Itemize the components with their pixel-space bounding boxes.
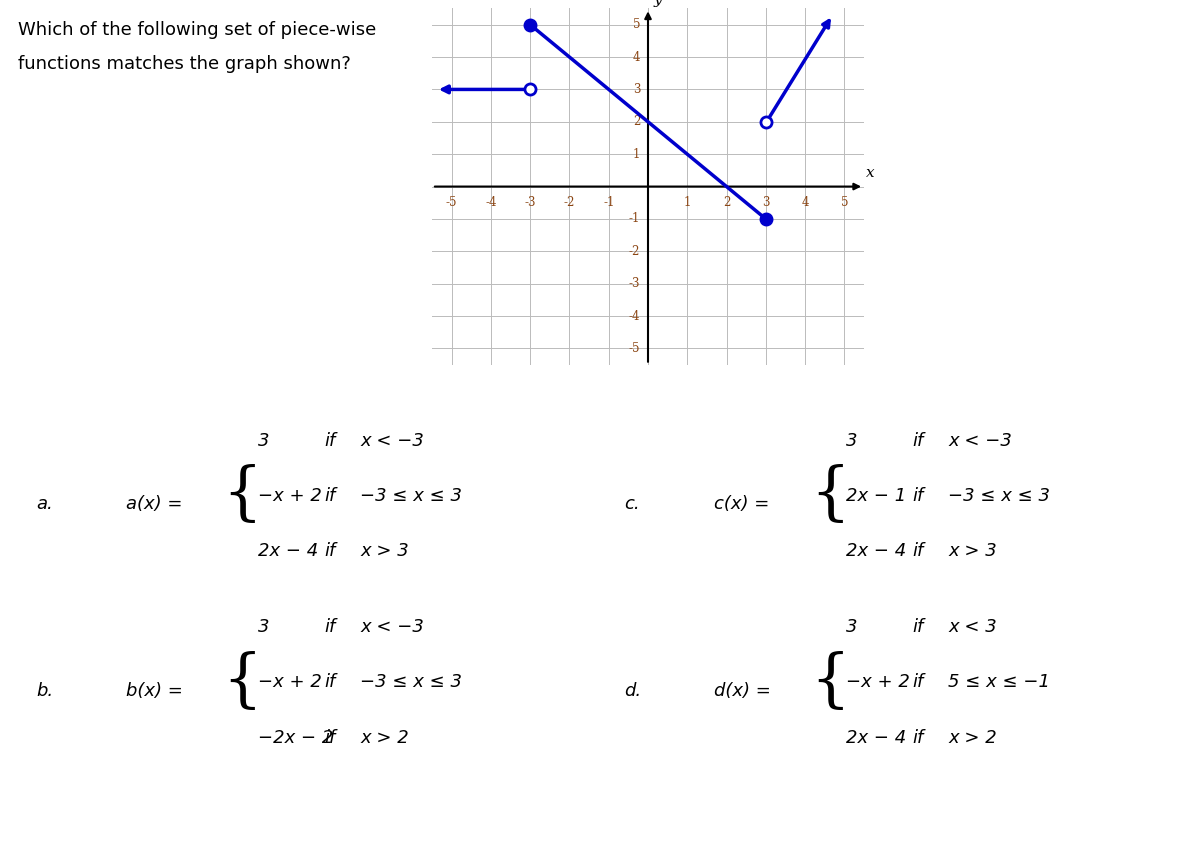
Text: d.: d. xyxy=(624,682,641,700)
Text: -4: -4 xyxy=(485,196,497,209)
Text: 5: 5 xyxy=(632,18,640,31)
Text: {: { xyxy=(222,652,262,713)
Text: if: if xyxy=(912,542,923,560)
Text: 3: 3 xyxy=(258,618,270,636)
Text: if: if xyxy=(324,728,335,746)
Text: {: { xyxy=(810,466,850,527)
Text: b.: b. xyxy=(36,682,53,700)
Text: x > 3: x > 3 xyxy=(948,542,997,560)
Text: -5: -5 xyxy=(446,196,457,209)
Text: 1: 1 xyxy=(684,196,691,209)
Text: 1: 1 xyxy=(632,148,640,160)
Text: -1: -1 xyxy=(604,196,614,209)
Text: if: if xyxy=(912,618,923,636)
Text: a.: a. xyxy=(36,495,53,513)
Text: if: if xyxy=(324,618,335,636)
Text: x < −3: x < −3 xyxy=(948,432,1012,449)
Text: -3: -3 xyxy=(524,196,536,209)
Text: if: if xyxy=(324,542,335,560)
Text: 2x − 4: 2x − 4 xyxy=(846,542,906,560)
Text: 2: 2 xyxy=(722,196,731,209)
Text: x < −3: x < −3 xyxy=(360,432,424,449)
Text: 3: 3 xyxy=(846,432,858,449)
Text: -2: -2 xyxy=(629,245,640,258)
Text: y: y xyxy=(654,0,662,7)
Text: if: if xyxy=(324,673,335,691)
Text: −3 ≤ x ≤ 3: −3 ≤ x ≤ 3 xyxy=(360,487,462,505)
Text: 3: 3 xyxy=(762,196,769,209)
Text: x < 3: x < 3 xyxy=(948,618,997,636)
Text: x > 3: x > 3 xyxy=(360,542,409,560)
Text: -4: -4 xyxy=(629,310,640,322)
Text: functions matches the graph shown?: functions matches the graph shown? xyxy=(18,55,350,73)
Text: c(x) =: c(x) = xyxy=(714,495,769,513)
Text: 2x − 4: 2x − 4 xyxy=(258,542,318,560)
Text: 3: 3 xyxy=(632,83,640,96)
Text: -3: -3 xyxy=(629,277,640,290)
Text: 4: 4 xyxy=(802,196,809,209)
Text: x > 2: x > 2 xyxy=(360,728,409,746)
Text: -5: -5 xyxy=(629,342,640,355)
Text: −2x − 2: −2x − 2 xyxy=(258,728,334,746)
Text: if: if xyxy=(324,432,335,449)
Text: 3: 3 xyxy=(258,432,270,449)
Text: -1: -1 xyxy=(629,213,640,226)
Text: x: x xyxy=(866,166,875,180)
Text: 2x − 1: 2x − 1 xyxy=(846,487,906,505)
Text: if: if xyxy=(912,487,923,505)
Text: −x + 2: −x + 2 xyxy=(258,673,322,691)
Text: if: if xyxy=(912,432,923,449)
Text: b(x) =: b(x) = xyxy=(126,682,182,700)
Text: {: { xyxy=(810,652,850,713)
Text: x > 2: x > 2 xyxy=(948,728,997,746)
Text: −x + 2: −x + 2 xyxy=(846,673,910,691)
Text: c.: c. xyxy=(624,495,640,513)
Text: −3 ≤ x ≤ 3: −3 ≤ x ≤ 3 xyxy=(360,673,462,691)
Text: 2: 2 xyxy=(632,115,640,128)
Text: 2x − 4: 2x − 4 xyxy=(846,728,906,746)
Text: if: if xyxy=(324,487,335,505)
Text: x < −3: x < −3 xyxy=(360,618,424,636)
Text: 3: 3 xyxy=(846,618,858,636)
Text: d(x) =: d(x) = xyxy=(714,682,770,700)
Text: -2: -2 xyxy=(564,196,575,209)
Text: 4: 4 xyxy=(632,51,640,64)
Text: {: { xyxy=(222,466,262,527)
Text: 5 ≤ x ≤ −1: 5 ≤ x ≤ −1 xyxy=(948,673,1050,691)
Text: Which of the following set of piece-wise: Which of the following set of piece-wise xyxy=(18,21,377,39)
Text: −3 ≤ x ≤ 3: −3 ≤ x ≤ 3 xyxy=(948,487,1050,505)
Text: if: if xyxy=(912,673,923,691)
Text: a(x) =: a(x) = xyxy=(126,495,182,513)
Text: −x + 2: −x + 2 xyxy=(258,487,322,505)
Text: if: if xyxy=(912,728,923,746)
Text: 5: 5 xyxy=(841,196,848,209)
